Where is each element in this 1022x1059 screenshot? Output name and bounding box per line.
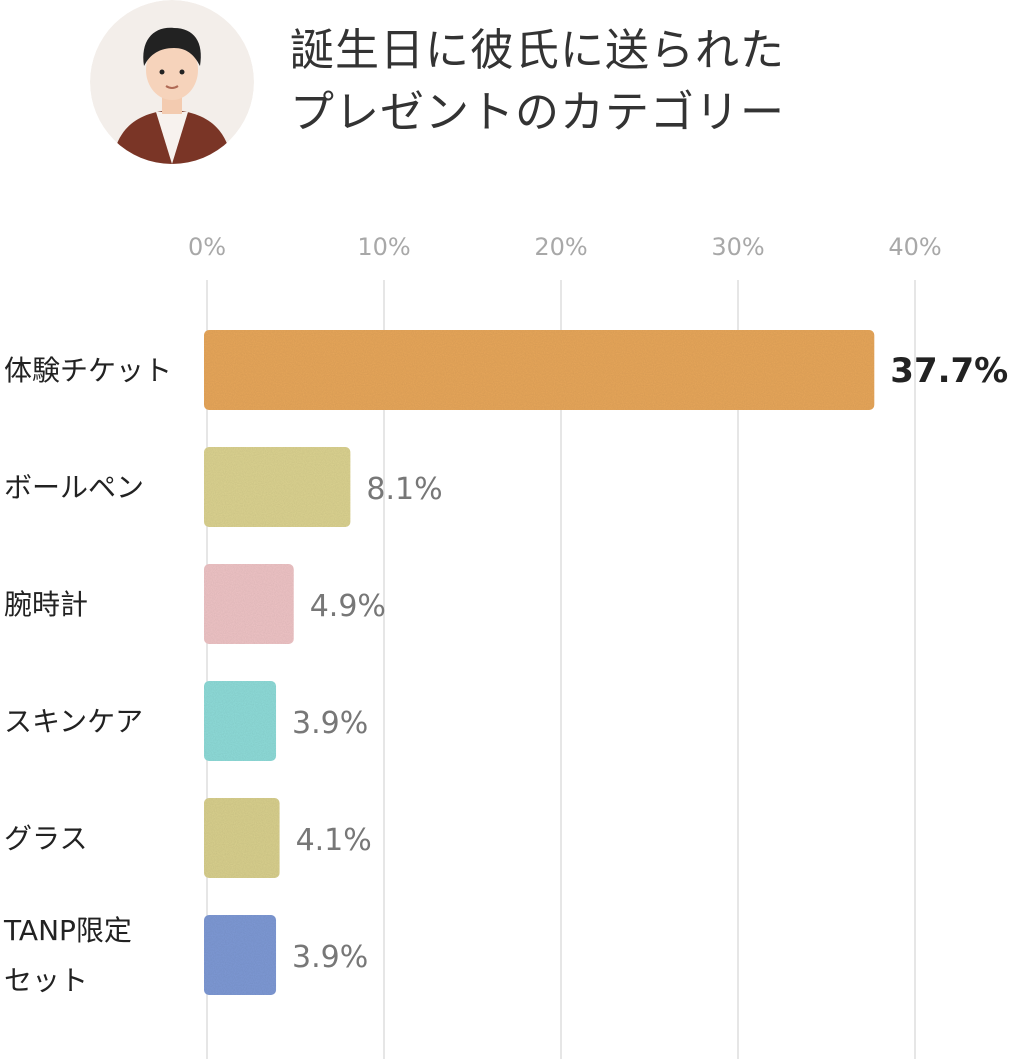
category-label-line: ボールペン	[4, 471, 144, 504]
bar	[204, 447, 351, 527]
category-label-line: スキンケア	[4, 705, 143, 738]
x-tick-label: 30%	[711, 233, 764, 261]
category-label: TANP限定セット	[3, 914, 132, 997]
value-label: 3.9%	[292, 940, 368, 975]
value-label: 4.9%	[310, 589, 386, 624]
category-label-line: グラス	[4, 822, 87, 855]
value-labels: 37.7% 8.1% 4.9% 3.9% 4.1% 3.9%	[292, 351, 1008, 975]
bar	[204, 681, 277, 761]
category-label: グラス	[4, 822, 87, 855]
x-tick-label: 0%	[188, 233, 226, 261]
value-label: 4.1%	[296, 823, 372, 858]
chart-title-line-1: 誕生日に彼氏に送られた	[290, 25, 785, 76]
category-label-line: TANP限定	[3, 914, 132, 947]
man-avatar-icon	[90, 0, 254, 164]
value-label: 37.7%	[890, 351, 1008, 391]
category-label: 腕時計	[4, 588, 88, 621]
x-axis-ticks: 0% 10% 20% 30% 40%	[188, 233, 942, 261]
bar	[204, 330, 875, 410]
x-tick-label: 40%	[888, 233, 941, 261]
bar	[204, 915, 277, 995]
x-tick-label: 20%	[534, 233, 587, 261]
category-label: 体験チケット	[4, 354, 172, 387]
category-label-line: 体験チケット	[4, 354, 172, 387]
category-label-line: セット	[4, 964, 88, 997]
category-label-line: 腕時計	[4, 588, 88, 621]
bar	[204, 564, 294, 644]
chart-title-line-2: プレゼントのカテゴリー	[290, 87, 785, 138]
value-label: 8.1%	[366, 472, 442, 507]
chart-title: 誕生日に彼氏に送られた プレゼントのカテゴリー	[290, 20, 990, 144]
category-label: スキンケア	[4, 705, 143, 738]
category-label: ボールペン	[4, 471, 144, 504]
bars	[204, 330, 875, 995]
value-label: 3.9%	[292, 706, 368, 741]
bar	[204, 798, 280, 878]
chart-header: 誕生日に彼氏に送られた プレゼントのカテゴリー	[0, 0, 1022, 180]
x-tick-label: 10%	[357, 233, 410, 261]
